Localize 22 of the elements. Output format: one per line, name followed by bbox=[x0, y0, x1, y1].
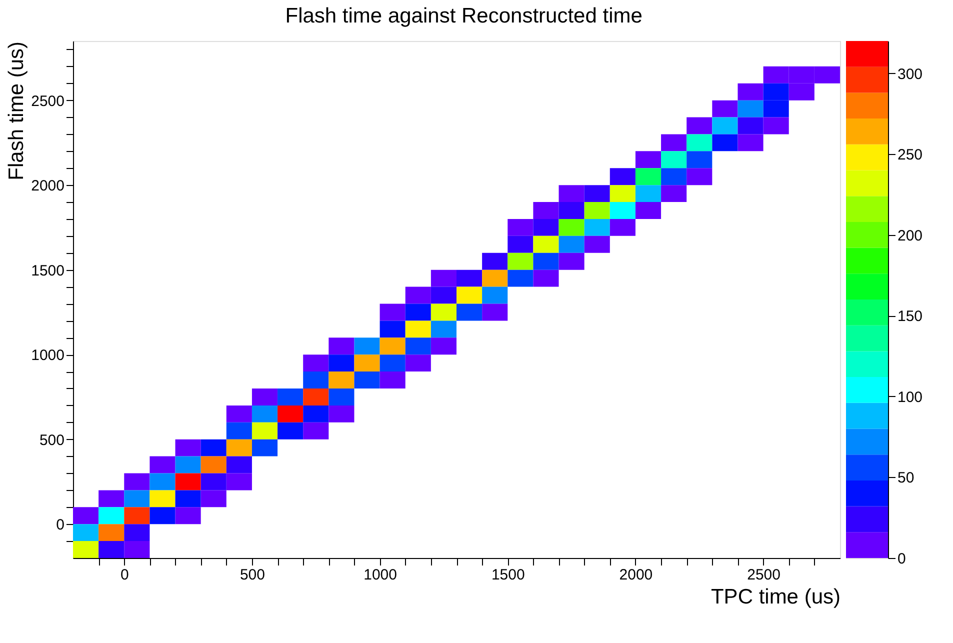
x-tick-label: 0 bbox=[120, 566, 129, 584]
color-bar-label: 50 bbox=[898, 470, 914, 487]
y-axis-title: Flash time (us) bbox=[5, 42, 28, 180]
chart-title: Flash time against Reconstructed time bbox=[285, 4, 642, 28]
color-bar-label: 300 bbox=[898, 66, 923, 83]
x-tick-label: 2500 bbox=[747, 566, 780, 584]
x-tick-label: 2000 bbox=[619, 566, 653, 584]
y-tick-label: 500 bbox=[39, 432, 64, 449]
x-tick-label: 500 bbox=[240, 566, 265, 584]
x-axis-title: TPC time (us) bbox=[710, 586, 840, 608]
color-bar-label: 250 bbox=[898, 146, 923, 164]
y-tick-label: 2500 bbox=[31, 92, 64, 110]
y-tick-label: 1000 bbox=[31, 347, 64, 364]
x-tick-label: 1000 bbox=[364, 566, 397, 584]
y-tick-label: 1500 bbox=[31, 262, 64, 280]
color-bar-label: 150 bbox=[898, 308, 923, 326]
color-bar-label: 0 bbox=[898, 550, 906, 568]
color-bar-label: 100 bbox=[898, 388, 923, 406]
y-tick-label: 0 bbox=[56, 516, 64, 534]
color-bar-label: 200 bbox=[898, 227, 923, 244]
x-tick-label: 1500 bbox=[491, 566, 525, 584]
y-tick-label: 2000 bbox=[31, 178, 64, 195]
